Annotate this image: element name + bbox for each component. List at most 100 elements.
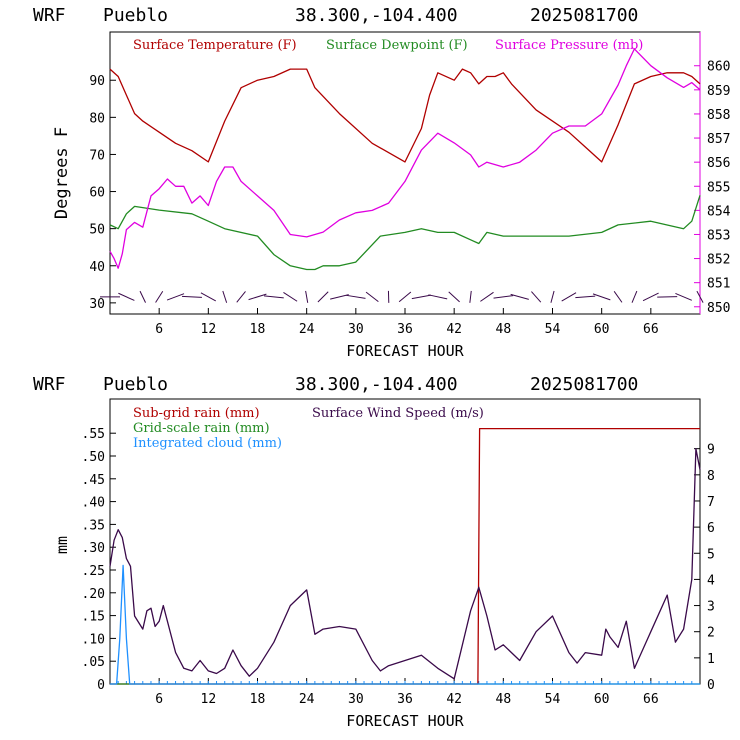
y-ticks: 30 40 50 60 70 80 90 [89,74,116,312]
y-tick-label: 90 [89,74,105,89]
wind-barb [493,295,514,299]
y-tick-label: .10 [82,632,105,647]
legend-gridscale: Grid-scale rain (mm) [133,421,270,436]
y2-tick-label: 7 [707,495,715,510]
wind-barb [283,292,298,302]
wind-barb [139,290,146,303]
series-line-1 [109,68,701,163]
wind-barb [428,294,448,300]
y2-ticks-2: 0 1 2 3 4 5 6 7 8 9 [694,443,715,693]
x-tick-label: 30 [348,692,364,707]
y-tick-label: .20 [82,587,105,602]
y-tick-label: 80 [89,111,105,126]
y-axis-label: Degrees F [52,127,72,219]
x-tick-label: 12 [201,692,217,707]
y2-tick-label: 850 [707,301,730,316]
y-tick-label: .45 [82,473,105,488]
legend-dewpoint: Surface Dewpoint (F) [326,38,468,53]
wind-barb [531,291,542,303]
wind-barb [166,293,185,301]
y2-tick-label: 8 [707,469,715,484]
x-axis-label: FORECAST HOUR [346,342,464,360]
y-tick-label: 50 [89,223,105,238]
plot-frame [109,31,701,315]
x-tick-label: 24 [299,692,315,707]
wind-barb [398,291,412,303]
y2-tick-label: 9 [707,443,715,458]
wind-barb [365,291,379,302]
x-tick-label: 24 [299,322,315,337]
wind-barb [696,290,704,303]
y-tick-label: 70 [89,148,105,163]
y-tick-label: 40 [89,260,105,275]
y2-tick-label: 852 [707,253,730,268]
wind-barb [469,290,472,303]
y2-ticks: 850 851 852 853 854 855 856 857 858 859 860 [694,60,731,316]
x-tick-label: 48 [496,692,512,707]
x-tick-label: 36 [397,692,413,707]
x-tick-label: 36 [397,322,413,337]
x-tick-label: 18 [250,322,266,337]
y2-tick-label: 0 [707,678,715,693]
wind-barb [550,290,555,303]
wind-barb [222,290,228,303]
header-date: 2025081700 [530,5,638,26]
y-tick-label: .05 [82,655,105,670]
legend-subgrid: Sub-grid rain (mm) [133,406,260,421]
header-coords-2: 38.300,-104.400 [295,374,458,395]
y-tick-label: 60 [89,186,105,201]
y-ticks-2: 0 .05 .10 .15 .20 .25 .30 .35 .40 .45 .50 .55 [82,427,116,693]
wind-barb [575,295,596,299]
x-tick-label: 60 [594,692,610,707]
wind-barb [248,293,267,301]
x-ticks: 6 12 18 24 30 36 42 48 54 60 66 [155,308,659,337]
y2-tick-label: 859 [707,84,730,99]
wind-barb [181,295,202,298]
y2-tick-label: 857 [707,132,730,147]
y2-tick-label: 6 [707,521,715,536]
y-tick-label: .30 [82,541,105,556]
y-tick-label: .50 [82,450,105,465]
wind-barb [411,294,432,300]
x-tick-label: 30 [348,322,364,337]
y-tick-label: .15 [82,610,105,625]
wind-barb [200,292,217,302]
x-tick-label: 66 [643,692,659,707]
header-coords: 38.300,-104.400 [295,5,458,26]
x-ticks-2: 6 12 18 24 30 36 42 48 54 60 66 [117,678,693,707]
x-tick-label: 66 [643,322,659,337]
x-axis-label-2: FORECAST HOUR [346,712,464,730]
x-tick-label: 6 [155,322,163,337]
y-tick-label: .25 [82,564,105,579]
wind-barb [448,291,460,303]
x-tick-label: 42 [446,692,462,707]
y-axis-label-2: mm [53,536,71,554]
x-tick-label: 6 [155,692,163,707]
series-lines-2 [109,427,701,685]
y2-tick-label: 858 [707,108,730,123]
y-tick-label: .40 [82,496,105,511]
wind-barb [592,293,611,301]
legend-wind: Surface Wind Speed (m/s) [312,406,484,421]
header-station-2: Pueblo [103,374,168,395]
wind-barb [317,291,329,303]
wind-barb [613,291,623,303]
wind-barb [642,292,659,302]
chart-precip: Sub-grid rain (mm) Grid-scale rain (mm) … [53,398,715,730]
x-tick-label: 12 [201,322,217,337]
x-tick-label: 42 [446,322,462,337]
header-model-2: WRF [33,374,66,395]
wind-barb [305,290,309,303]
y2-tick-label: 2 [707,626,715,641]
y-tick-label: .35 [82,518,105,533]
wind-barb [631,290,638,303]
series-line-3 [110,564,700,685]
x-tick-label: 60 [594,322,610,337]
y2-tick-label: 3 [707,600,715,615]
wind-barb [236,291,246,303]
wind-barb [118,292,135,301]
wind-barb [330,294,349,300]
x-tick-label: 54 [545,692,561,707]
y2-tick-label: 851 [707,277,730,292]
legend-temperature: Surface Temperature (F) [133,38,297,53]
